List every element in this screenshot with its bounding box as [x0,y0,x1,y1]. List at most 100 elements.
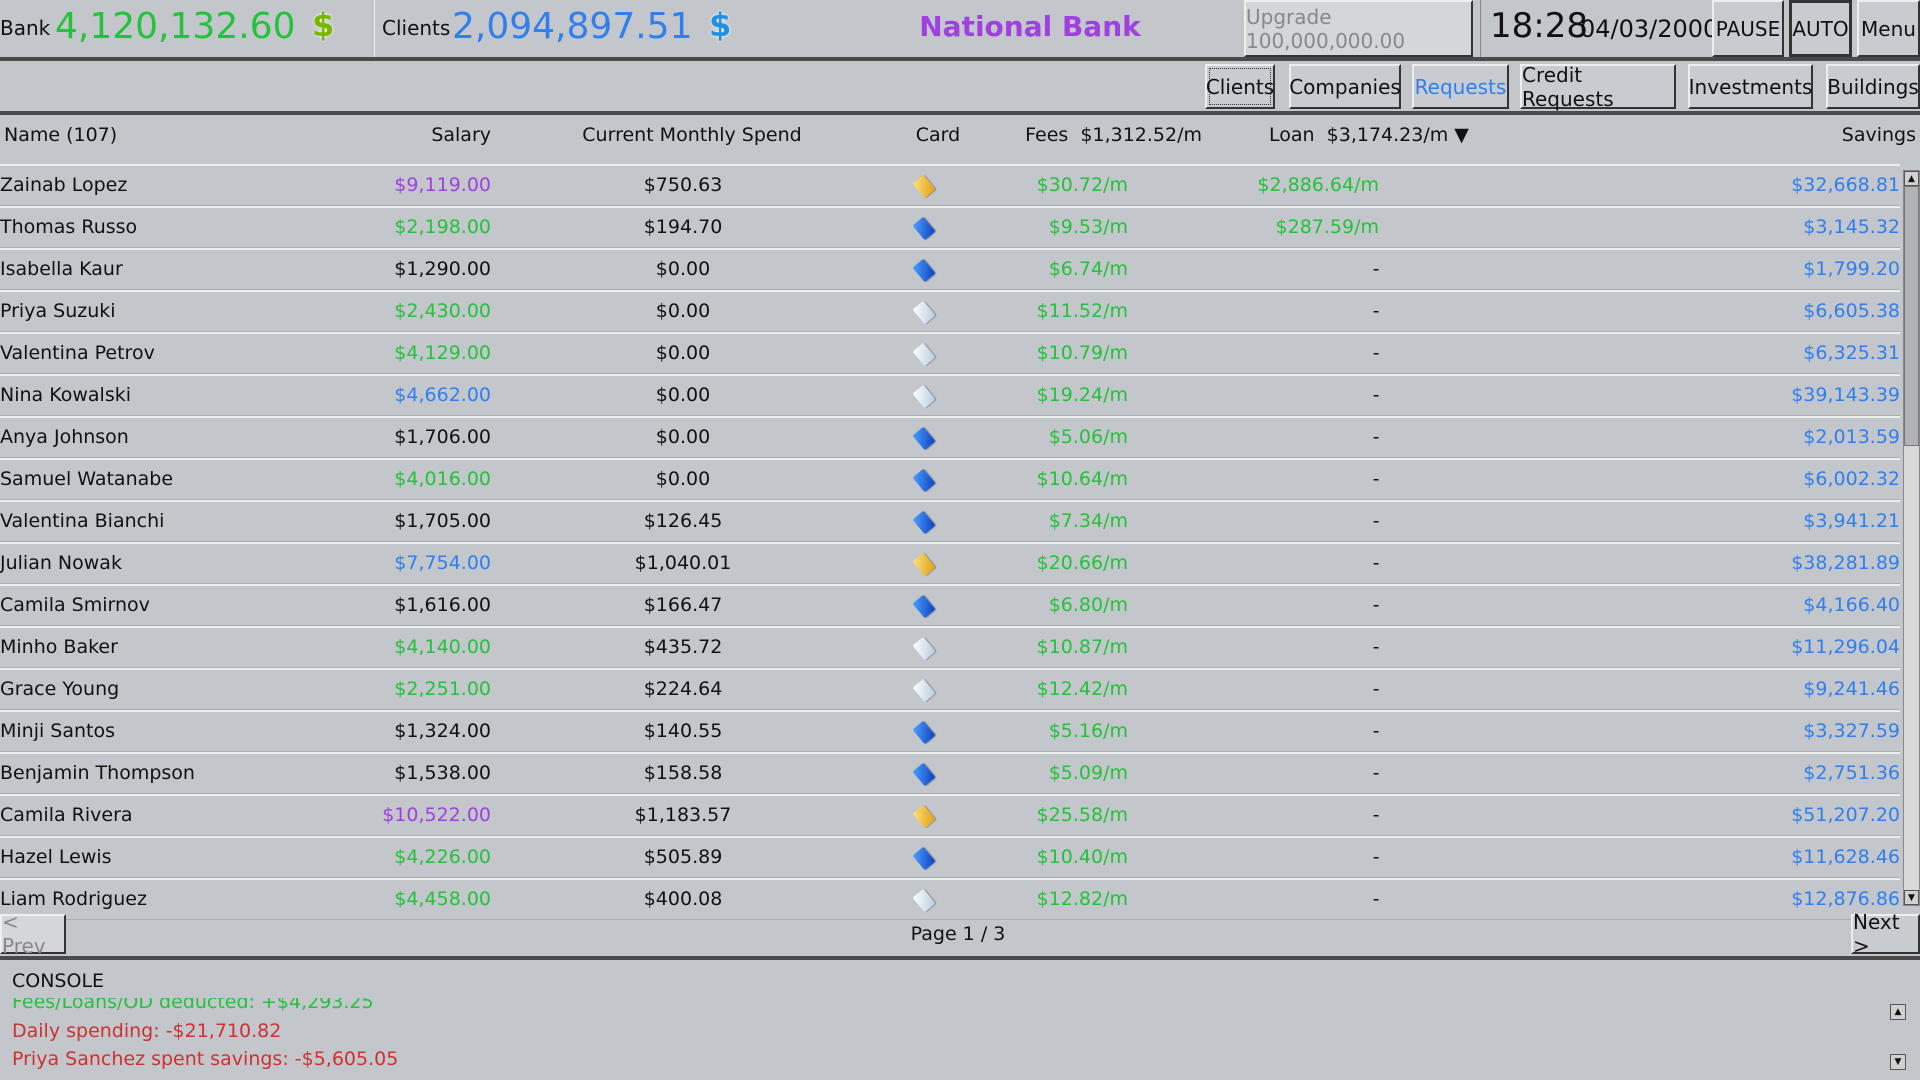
savings: $6,325.31 [1803,342,1900,364]
divider [0,956,1920,960]
tab-credit-requests[interactable]: Credit Requests [1520,63,1676,111]
fees: $20.66/m [1036,552,1128,574]
loan: - [1372,300,1380,322]
table-row[interactable]: Camila Rivera $10,522.00 $1,183.57 $25.58/m… [0,794,1900,836]
table-row[interactable]: Isabella Kaur $1,290.00 $0.00 $6.74/m - $1,79… [0,248,1900,290]
silver-card-icon [912,342,936,367]
silver-card-icon [912,888,936,913]
table-row[interactable]: Benjamin Thompson $1,538.00 $158.58 $5.09/m… [0,752,1900,794]
savings: $51,207.20 [1791,804,1900,826]
table-row[interactable]: Nina Kowalski $4,662.00 $0.00 $19.24/m - $39,… [0,374,1900,416]
savings: $11,296.04 [1791,636,1900,658]
blue-card-icon [912,510,936,535]
monthly-spend: $0.00 [655,426,711,448]
savings: $2,751.36 [1803,762,1900,784]
savings: $3,145.32 [1803,216,1900,238]
monthly-spend: $1,183.57 [634,804,732,826]
table-row[interactable]: Minji Santos $1,324.00 $140.55 $5.16/m - $3,3… [0,710,1900,752]
tab-investments[interactable]: Investments [1688,64,1813,109]
bank-dollar-icon: $ [312,6,335,44]
monthly-spend: $400.08 [643,888,723,910]
header-loan[interactable]: Loan $3,174.23/m ▼ [1269,124,1469,146]
table-row[interactable]: Valentina Bianchi $1,705.00 $126.45 $7.34/m… [0,500,1900,542]
header-fees[interactable]: Fees $1,312.52/m [1025,124,1202,146]
fees: $5.09/m [1048,762,1128,784]
table-row[interactable]: Priya Suzuki $2,430.00 $0.00 $11.52/m - $6,60… [0,290,1900,332]
tab-requests[interactable]: Requests [1412,64,1509,109]
scroll-down-icon[interactable]: ▼ [1904,890,1919,905]
loan: - [1372,888,1380,910]
upgrade-button[interactable]: Upgrade 100,000,000.00 [1244,0,1473,57]
menu-button[interactable]: Menu [1857,0,1920,57]
fees: $10.79/m [1036,342,1128,364]
fees: $30.72/m [1036,174,1128,196]
tab-buildings[interactable]: Buildings [1826,64,1920,109]
silver-card-icon [912,636,936,661]
bank-label: Bank [0,16,51,40]
blue-card-icon [912,720,936,745]
client-name: Isabella Kaur [0,258,123,280]
silver-card-icon [912,300,936,325]
table-row[interactable]: Samuel Watanabe $4,016.00 $0.00 $10.64/m - $6… [0,458,1900,500]
header-salary[interactable]: Salary [431,124,491,146]
console-line: Fees/Loans/OD deducted: +$4,293.25 [12,998,374,1013]
table-row[interactable]: Julian Nowak $7,754.00 $1,040.01 $20.66/m - $… [0,542,1900,584]
salary: $4,226.00 [394,846,491,868]
tab-companies[interactable]: Companies [1289,64,1401,109]
monthly-spend: $505.89 [643,846,723,868]
prev-page-button[interactable]: < Prev [0,910,66,958]
console-line: Priya Sanchez spent savings: -$5,605.05 [12,1048,399,1070]
silver-card-icon [912,384,936,409]
loan: $2,886.64/m [1257,174,1379,196]
table-row[interactable]: Valentina Petrov $4,129.00 $0.00 $10.79/m - $… [0,332,1900,374]
loan: - [1372,258,1380,280]
gold-card-icon [912,804,936,829]
client-name: Priya Suzuki [0,300,116,322]
client-name: Samuel Watanabe [0,468,174,490]
table-row[interactable]: Minho Baker $4,140.00 $435.72 $10.87/m - $11,… [0,626,1900,668]
fees: $25.58/m [1036,804,1128,826]
monthly-spend: $194.70 [643,216,723,238]
scroll-thumb[interactable] [1904,186,1919,446]
fees: $10.87/m [1036,636,1128,658]
salary: $1,324.00 [394,720,491,742]
client-name: Nina Kowalski [0,384,131,406]
next-page-button[interactable]: Next > [1851,910,1920,958]
savings: $11,628.46 [1791,846,1900,868]
tab-clients[interactable]: Clients [1205,64,1275,109]
fees: $7.34/m [1048,510,1128,532]
client-name: Grace Young [0,678,120,700]
monthly-spend: $0.00 [655,342,711,364]
table-row[interactable]: Camila Smirnov $1,616.00 $166.47 $6.80/m - $4… [0,584,1900,626]
fees: $5.06/m [1048,426,1128,448]
scroll-up-icon[interactable]: ▲ [1904,171,1919,186]
fees: $12.42/m [1036,678,1128,700]
table-row[interactable]: Thomas Russo $2,198.00 $194.70 $9.53/m $287.… [0,206,1900,248]
table-row[interactable]: Anya Johnson $1,706.00 $0.00 $5.06/m - $2,013… [0,416,1900,458]
client-name: Valentina Petrov [0,342,155,364]
console-log: Fees/Loans/OD deducted: +$4,293.25 Daily… [0,998,1880,1080]
client-name: Julian Nowak [0,552,122,574]
header-card[interactable]: Card [915,124,961,146]
salary: $1,290.00 [394,258,491,280]
header-name[interactable]: Name (107) [4,124,118,146]
loan: - [1372,510,1380,532]
table-row[interactable]: Liam Rodriguez $4,458.00 $400.08 $12.82/m - $… [0,878,1900,920]
loan: - [1372,468,1380,490]
auto-button[interactable]: AUTO [1789,0,1852,57]
header-spend[interactable]: Current Monthly Spend [582,124,802,146]
salary: $1,705.00 [394,510,491,532]
savings: $39,143.39 [1791,384,1900,406]
fees: $19.24/m [1036,384,1128,406]
table-row[interactable]: Hazel Lewis $4,226.00 $505.89 $10.40/m - $11,… [0,836,1900,878]
console-scroll-up-icon[interactable]: ▲ [1890,1004,1906,1020]
loan: - [1372,678,1380,700]
header-savings[interactable]: Savings [1841,124,1916,146]
table-scrollbar[interactable]: ▲ ▼ [1903,170,1920,906]
blue-card-icon [912,594,936,619]
pause-button[interactable]: PAUSE [1712,0,1784,57]
table-row[interactable]: Zainab Lopez $9,119.00 $750.63 $30.72/m $2,8… [0,164,1900,206]
loan: $287.59/m [1275,216,1379,238]
table-row[interactable]: Grace Young $2,251.00 $224.64 $12.42/m - $9,2… [0,668,1900,710]
console-scroll-down-icon[interactable]: ▼ [1890,1054,1906,1070]
